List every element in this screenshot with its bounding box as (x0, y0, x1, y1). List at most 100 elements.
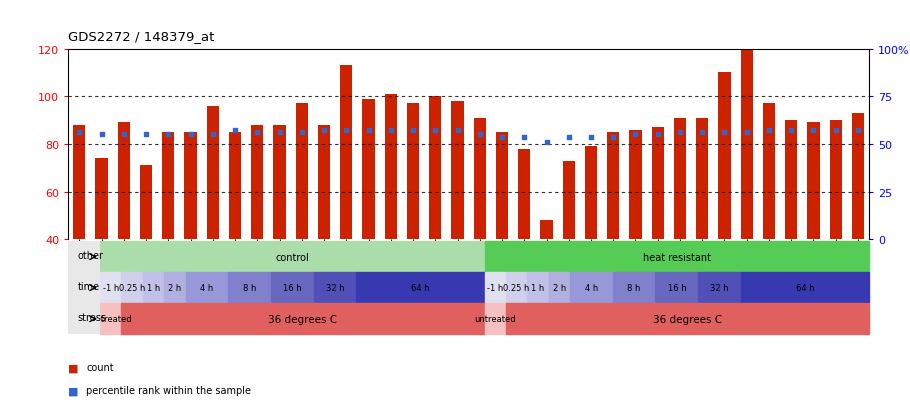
Point (762, 127, 776, 134)
Text: 4 h: 4 h (585, 284, 598, 292)
Point (206, 132, 220, 138)
Point (361, 127, 376, 134)
Bar (741, 273, 869, 304)
Bar (121, 273, 143, 304)
Bar (506, 273, 527, 304)
Bar (527, 273, 549, 304)
Bar (100, 304, 121, 335)
Bar (143, 273, 164, 304)
Bar (296, 104, 308, 240)
Point (472, 132, 487, 138)
Bar (830, 121, 842, 240)
Point (295, 129, 309, 136)
Point (828, 127, 843, 134)
Bar (162, 133, 175, 240)
Text: control: control (276, 252, 309, 262)
Bar (549, 273, 570, 304)
Text: 8 h: 8 h (627, 284, 641, 292)
Bar (541, 221, 552, 240)
Point (717, 129, 732, 136)
Text: time: time (77, 282, 100, 292)
Bar (484, 304, 506, 335)
Bar (807, 123, 820, 240)
Bar (698, 273, 741, 304)
Bar (314, 273, 357, 304)
Point (406, 127, 420, 134)
Bar (652, 128, 664, 240)
Bar (570, 273, 612, 304)
Bar (73, 126, 86, 240)
Bar (96, 159, 107, 240)
Bar (228, 273, 271, 304)
Bar (318, 126, 330, 240)
Text: 36 degrees C: 36 degrees C (653, 314, 722, 324)
Bar (100, 242, 484, 273)
Text: 16 h: 16 h (283, 284, 301, 292)
Bar (407, 104, 420, 240)
Point (695, 129, 710, 136)
Bar (585, 147, 597, 240)
Bar (229, 133, 241, 240)
Bar (340, 66, 352, 240)
Bar (518, 150, 531, 240)
Text: other: other (77, 251, 104, 261)
Point (228, 127, 242, 134)
Text: stress: stress (77, 313, 106, 323)
Bar (630, 131, 642, 240)
Text: 36 degrees C: 36 degrees C (268, 314, 338, 324)
Text: heat resistant: heat resistant (642, 252, 711, 262)
Text: -1 h: -1 h (103, 284, 119, 292)
Bar (185, 133, 197, 240)
Point (672, 129, 687, 136)
Bar (430, 97, 441, 240)
Bar (207, 107, 219, 240)
Text: GDS2272 / 148379_at: GDS2272 / 148379_at (68, 30, 215, 43)
Point (383, 127, 398, 134)
Point (628, 132, 642, 138)
Point (583, 134, 598, 141)
Bar (496, 133, 508, 240)
Text: ■: ■ (68, 385, 79, 395)
Text: count: count (86, 363, 114, 373)
Text: 16 h: 16 h (668, 284, 686, 292)
Bar (562, 161, 575, 240)
Bar (251, 126, 264, 240)
Bar (785, 121, 797, 240)
Text: 2 h: 2 h (552, 284, 566, 292)
Text: 64 h: 64 h (795, 284, 814, 292)
Point (428, 127, 442, 134)
Text: 32 h: 32 h (710, 284, 729, 292)
Point (740, 129, 754, 136)
Bar (385, 95, 397, 240)
Text: ■: ■ (68, 363, 79, 373)
Text: 32 h: 32 h (326, 284, 344, 292)
Bar (484, 273, 506, 304)
Text: percentile rank within the sample: percentile rank within the sample (86, 385, 251, 395)
Text: 0.25 h: 0.25 h (119, 284, 146, 292)
Point (851, 127, 865, 134)
Point (116, 132, 131, 138)
Bar (362, 100, 375, 240)
Point (139, 132, 154, 138)
Point (540, 139, 554, 145)
Point (272, 129, 287, 136)
Text: 1 h: 1 h (147, 284, 160, 292)
Point (651, 132, 665, 138)
Point (561, 134, 576, 141)
Bar (164, 273, 186, 304)
Bar (357, 273, 484, 304)
Bar (473, 119, 486, 240)
Text: untreated: untreated (474, 315, 516, 323)
Point (784, 127, 798, 134)
Bar (451, 102, 464, 240)
Bar (273, 126, 286, 240)
Point (250, 129, 265, 136)
Text: -1 h: -1 h (487, 284, 503, 292)
Bar (612, 273, 655, 304)
Bar (718, 74, 731, 240)
Point (517, 134, 531, 141)
Point (339, 127, 354, 134)
Bar (100, 273, 121, 304)
Text: untreated: untreated (90, 315, 132, 323)
Point (495, 134, 510, 141)
